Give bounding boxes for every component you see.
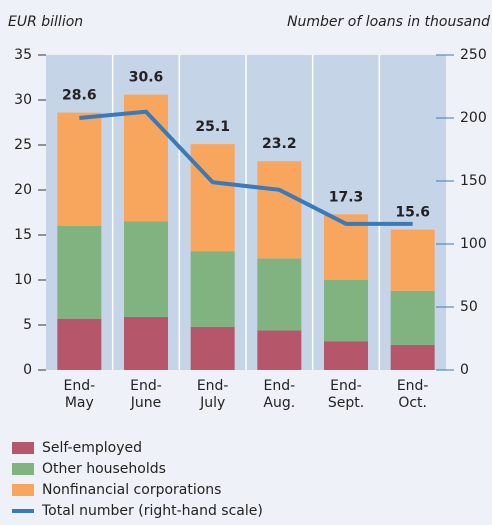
legend-swatch <box>12 484 34 496</box>
bar-segment <box>124 316 168 370</box>
y2-tick-label: 200 <box>460 110 487 126</box>
legend-swatch <box>12 463 34 475</box>
bar-segment <box>257 161 302 259</box>
y-tick-label: 15 <box>14 227 32 243</box>
bar-segment <box>390 229 435 291</box>
y2-tick-label: 150 <box>460 173 487 189</box>
x-tick-label: End- <box>263 378 295 394</box>
total-label: 25.1 <box>195 119 230 135</box>
x-tick-label: Aug. <box>263 395 295 411</box>
y-axis-title: EUR billion <box>8 14 83 30</box>
y2-tick-label: 100 <box>460 236 487 252</box>
x-tick-label: July <box>199 395 225 411</box>
total-label: 28.6 <box>62 88 97 104</box>
y-tick-label: 20 <box>14 182 32 198</box>
bar-segment <box>390 344 435 370</box>
y2-tick-label: 50 <box>460 299 478 315</box>
line <box>79 109 413 226</box>
x-tick-label: Oct. <box>398 395 427 411</box>
bar-segment <box>190 326 235 370</box>
x-tick-label: Sept. <box>328 395 364 411</box>
y2-axis-title: Number of loans in thousand <box>287 14 490 30</box>
bar-segment <box>324 341 368 370</box>
bar-segment <box>57 318 102 370</box>
x-tick-label: End- <box>63 378 95 394</box>
bar-segment <box>124 221 168 317</box>
legend-swatch <box>12 442 34 454</box>
legend-label: Nonfinancial corporations <box>42 482 221 498</box>
x-tick-label: End- <box>330 378 362 394</box>
total-label: 30.6 <box>129 70 164 86</box>
y2-tick-label: 250 <box>460 47 487 63</box>
x-tick-label: End- <box>197 378 229 394</box>
bar-segment <box>124 94 168 222</box>
legend-label: Other households <box>42 461 166 477</box>
y-tick-label: 5 <box>23 317 32 333</box>
bar-segment <box>57 112 102 226</box>
bar-segment <box>57 226 102 319</box>
legend-label: Total number (right-hand scale) <box>41 503 263 519</box>
y-tick-label: 25 <box>14 137 32 153</box>
total-label: 15.6 <box>395 205 430 221</box>
total-label: 23.2 <box>262 136 297 152</box>
y-tick-label: 10 <box>14 272 32 288</box>
y2-tick-label: 0 <box>460 362 469 378</box>
bar-segment <box>257 330 302 370</box>
bar-segment <box>324 280 368 342</box>
bar-segment <box>390 290 435 345</box>
bar-segment <box>190 144 235 252</box>
total-label: 17.3 <box>329 189 364 205</box>
legend-swatch <box>12 509 34 513</box>
y-tick-label: 0 <box>23 362 32 378</box>
x-tick-label: June <box>130 395 162 411</box>
legend-label: Self-employed <box>42 440 142 456</box>
bar-segment <box>257 258 302 331</box>
x-tick-label: End- <box>130 378 162 394</box>
y-tick-label: 35 <box>14 47 32 63</box>
x-tick-label: End- <box>397 378 429 394</box>
bar-segment <box>190 251 235 327</box>
y-tick-label: 30 <box>14 92 32 108</box>
x-tick-label: May <box>65 395 94 411</box>
